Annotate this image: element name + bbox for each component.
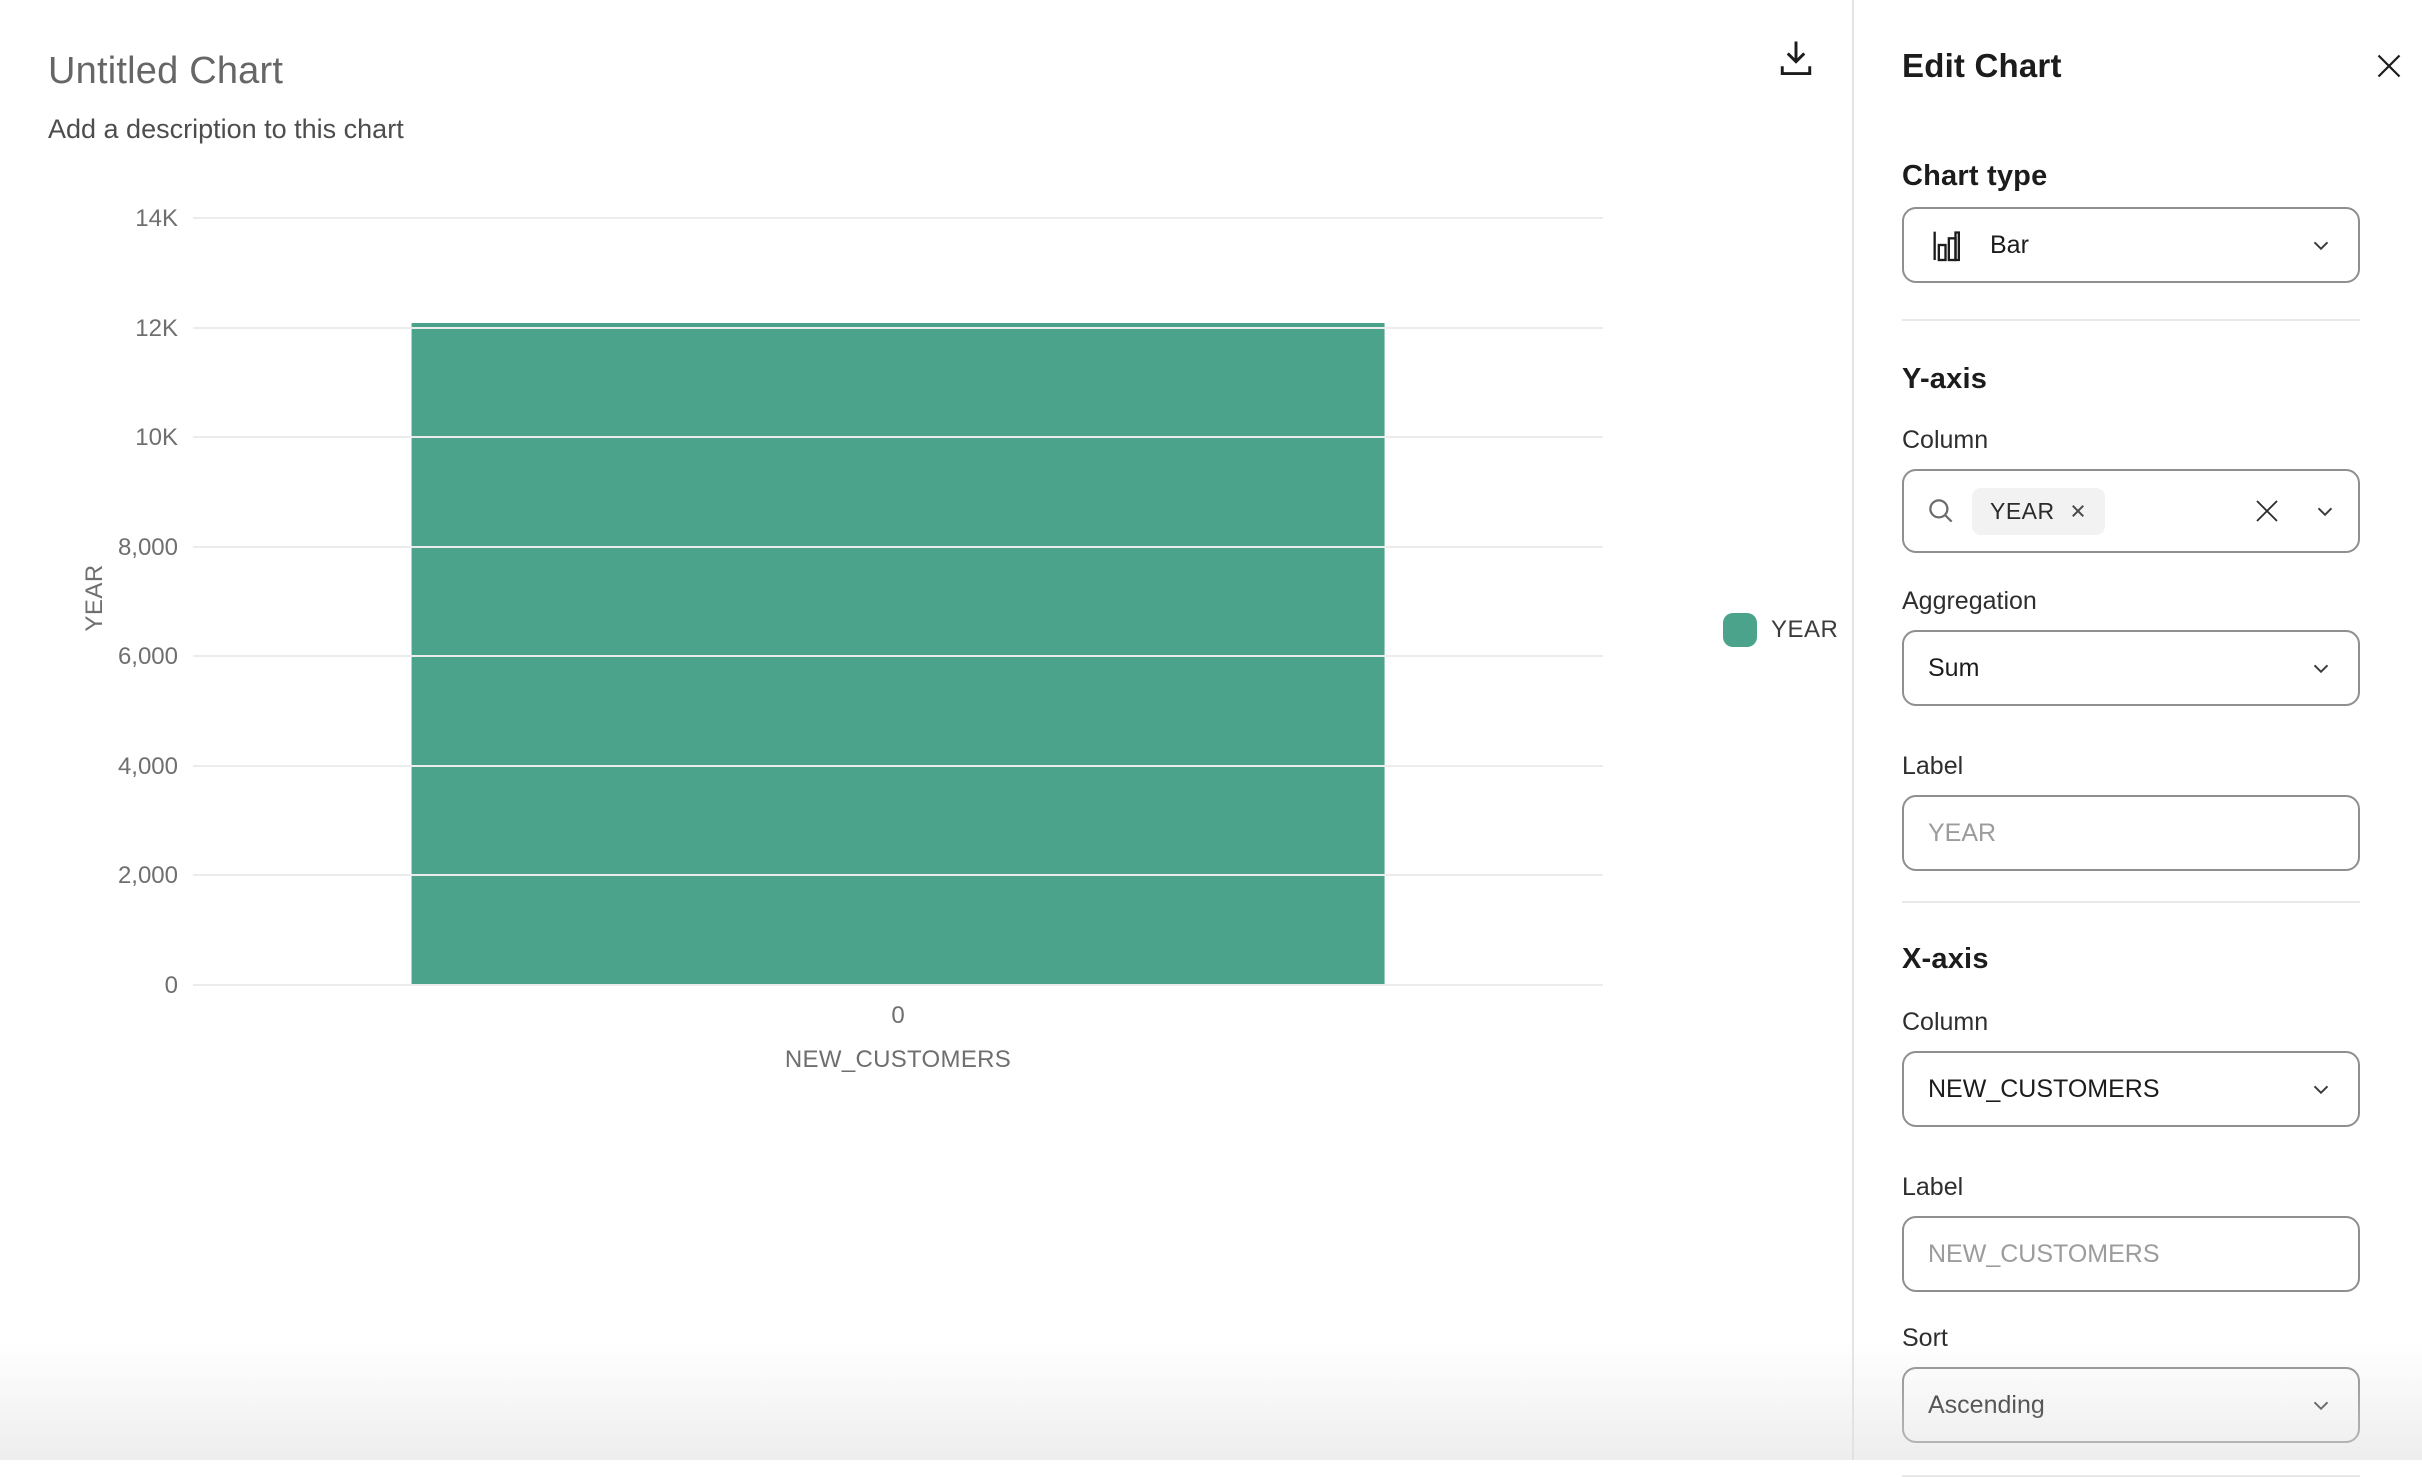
y-column-select[interactable]: YEAR [1902,469,2360,553]
clear-selection-button[interactable] [2252,496,2282,526]
gridline [193,326,1603,329]
chevron-down-icon [2308,1392,2334,1418]
tag-label: YEAR [1990,497,2055,524]
sort-label: Sort [1902,1324,1948,1352]
y-tick-label: 14K [135,205,178,232]
close-panel-button[interactable] [2369,46,2409,86]
y-tick-label: 10K [135,424,178,452]
section-divider [1902,901,2360,903]
close-icon [2371,48,2407,84]
chart-type-heading: Chart type [1902,160,2048,192]
gridline [193,764,1603,767]
chart-type-select[interactable]: Bar [1902,207,2360,283]
y-tick-label: 2,000 [117,862,178,890]
bar-chart-plot: 0 NEW_CUSTOMERS [193,217,1603,1073]
y-tick-label: 8,000 [117,533,178,561]
x-label-input[interactable] [1902,1216,2360,1292]
download-chart-button[interactable] [1770,32,1822,84]
chevron-down-icon [2308,655,2334,681]
x-axis-heading: X-axis [1902,943,1989,975]
x-label-label: Label [1902,1173,1964,1201]
x-column-label: Column [1902,1008,1989,1036]
sort-select[interactable]: Ascending [1902,1367,2360,1443]
section-divider [1902,319,2360,321]
panel-title: Edit Chart [1902,47,2062,84]
y-label-label: Label [1902,752,1964,780]
y-column-label: Column [1902,426,1989,454]
download-icon [1774,36,1818,80]
y-axis-heading: Y-axis [1902,363,1988,395]
y-tick-label: 4,000 [117,752,178,780]
sort-value: Ascending [1928,1390,2045,1419]
selected-column-tag[interactable]: YEAR [1972,487,2105,535]
y-axis-ticks: 0 2,000 4,000 6,000 8,000 10K 12K 14K [56,205,178,999]
gridline [193,545,1603,548]
gridline [193,655,1603,658]
y-tick-label: 12K [135,314,178,342]
legend-label: YEAR [1771,616,1839,643]
chevron-down-icon [2308,1076,2334,1102]
aggregation-select[interactable]: Sum [1902,630,2360,706]
chart-title[interactable]: Untitled Chart [48,50,284,92]
bar-chart-icon [1928,225,1968,265]
chart-legend[interactable]: YEAR [1723,613,1838,647]
chart-description[interactable]: Add a description to this chart [48,114,404,144]
y-tick-label: 6,000 [117,643,178,671]
aggregation-label: Aggregation [1902,587,2037,615]
y-tick-label: 0 [164,972,178,999]
gridline [193,874,1603,877]
aggregation-value: Sum [1928,653,1980,682]
edit-chart-panel: Edit Chart Chart type Bar [1852,0,2421,1477]
x-column-value: NEW_CUSTOMERS [1928,1074,2160,1103]
legend-swatch [1723,613,1757,647]
chart-type-value: Bar [1990,230,2029,259]
gridline [193,984,1603,986]
chevron-down-icon[interactable] [2312,498,2338,524]
tag-remove-icon[interactable] [2069,502,2087,520]
clear-icon [2252,496,2282,526]
chevron-down-icon [2308,232,2334,258]
gridline [193,436,1603,439]
x-axis-title: NEW_CUSTOMERS [784,1046,1012,1073]
x-axis-tick: 0 [891,1002,905,1029]
search-icon [1924,494,1958,528]
x-column-select[interactable]: NEW_CUSTOMERS [1902,1051,2360,1127]
y-label-input[interactable] [1902,795,2360,871]
gridline [193,217,1603,219]
